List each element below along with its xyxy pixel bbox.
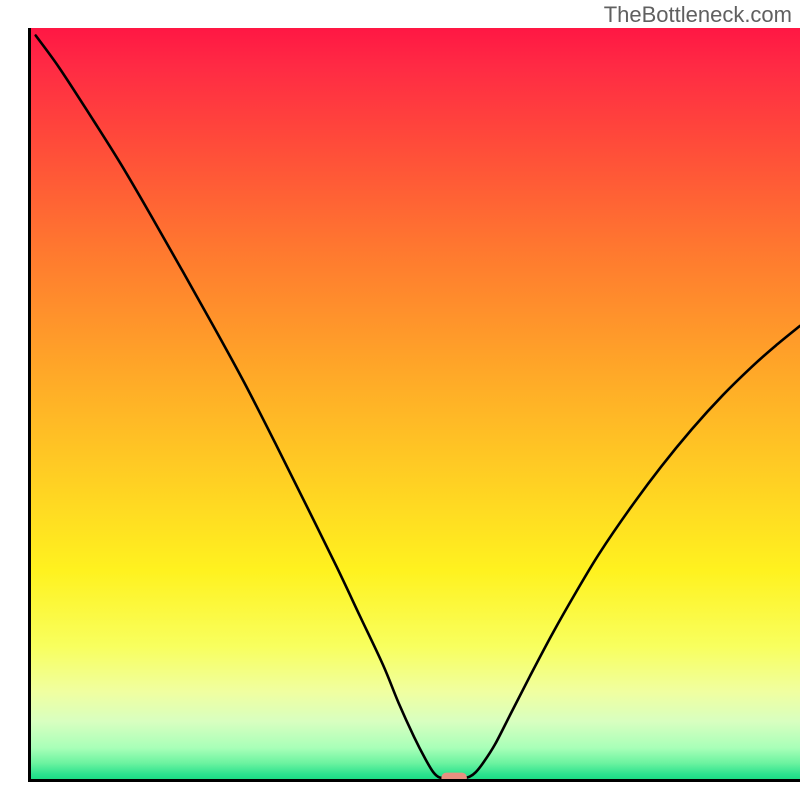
chart-root: TheBottleneck.com [0, 0, 800, 800]
plot-area [28, 28, 800, 782]
plot-bottom-border [28, 779, 800, 782]
bottleneck-curve [36, 36, 800, 778]
watermark-text: TheBottleneck.com [604, 2, 792, 28]
plot-left-border [28, 28, 31, 782]
curve-layer [28, 28, 800, 782]
